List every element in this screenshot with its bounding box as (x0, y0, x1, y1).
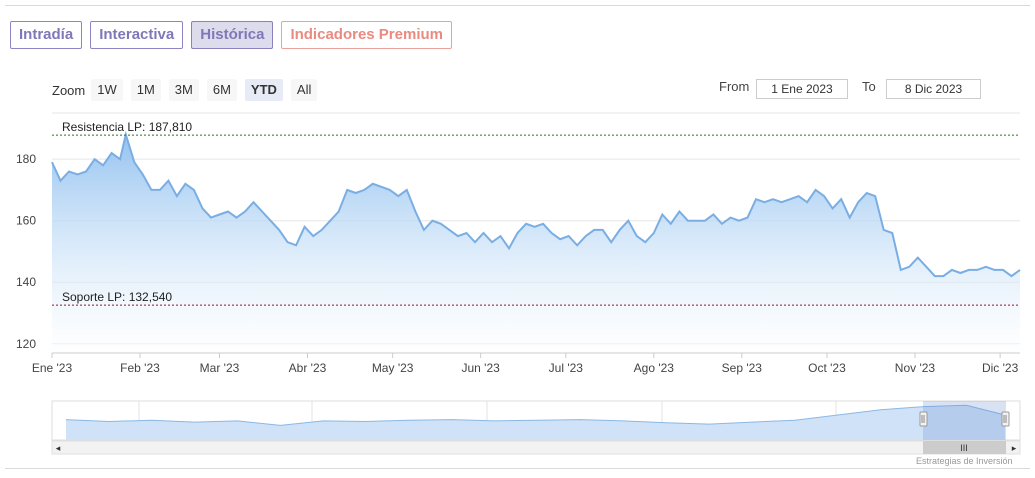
x-tick-label: Sep '23 (722, 361, 763, 375)
x-tick-label: Ene '23 (32, 361, 73, 375)
zoom-selector: Zoom 1W 1M 3M 6M YTD All (52, 79, 325, 101)
y-tick-label: 120 (16, 337, 36, 351)
price-line (51, 130, 1021, 278)
x-tick-label: Nov '23 (895, 361, 936, 375)
zoom-ytd-button[interactable]: YTD (244, 79, 283, 101)
x-tick-label: Feb '23 (120, 361, 160, 375)
from-date-input[interactable] (756, 79, 848, 99)
chart-credit: Estrategias de Inversión (916, 456, 1013, 466)
x-tick-label: Oct '23 (808, 361, 846, 375)
bottom-divider (5, 468, 1030, 469)
range-from: From (719, 79, 749, 94)
zoom-label: Zoom (52, 82, 86, 98)
zoom-1m-button[interactable]: 1M (130, 79, 161, 101)
zoom-6m-button[interactable]: 6M (206, 79, 237, 101)
x-tick-label: Ago '23 (634, 361, 675, 375)
navigator-line (65, 404, 1006, 426)
y-tick-label: 180 (16, 152, 36, 166)
scrollbar-grip: III (960, 443, 968, 453)
tab-bar: Intradía Interactiva Histórica Indicador… (10, 21, 452, 49)
to-label: To (862, 79, 876, 94)
tab-indicadores-premium[interactable]: Indicadores Premium (281, 21, 452, 49)
scroll-right-arrow-icon[interactable]: ▸ (1012, 443, 1017, 453)
x-tick-label: Abr '23 (289, 361, 327, 375)
zoom-1w-button[interactable]: 1W (91, 79, 123, 101)
navigator-area (66, 405, 1005, 440)
tab-historica[interactable]: Histórica (191, 21, 274, 49)
resistance-label: Resistencia LP: 187,810 (62, 120, 192, 134)
tab-interactiva[interactable]: Interactiva (90, 21, 184, 49)
top-divider (5, 5, 1030, 6)
x-tick-label: Mar '23 (200, 361, 240, 375)
zoom-all-button[interactable]: All (290, 79, 318, 101)
to-date-input[interactable] (886, 79, 981, 99)
x-tick-label: May '23 (372, 361, 414, 375)
from-label: From (719, 79, 750, 94)
range-to: To (862, 79, 876, 94)
scrollbar-track[interactable] (51, 440, 1021, 455)
tab-intradia[interactable]: Intradía (10, 21, 83, 49)
support-label: Soporte LP: 132,540 (62, 290, 172, 304)
y-tick-label: 160 (16, 214, 36, 228)
zoom-3m-button[interactable]: 3M (168, 79, 199, 101)
scroll-left-arrow-icon[interactable]: ◂ (56, 443, 61, 453)
navigator-selection (923, 401, 1006, 440)
x-tick-label: Dic '23 (982, 361, 1019, 375)
y-tick-label: 140 (16, 275, 36, 289)
scrollbar-thumb[interactable] (923, 441, 1006, 454)
x-tick-label: Jun '23 (461, 361, 500, 375)
x-tick-label: Jul '23 (549, 361, 584, 375)
price-area (52, 134, 1020, 353)
